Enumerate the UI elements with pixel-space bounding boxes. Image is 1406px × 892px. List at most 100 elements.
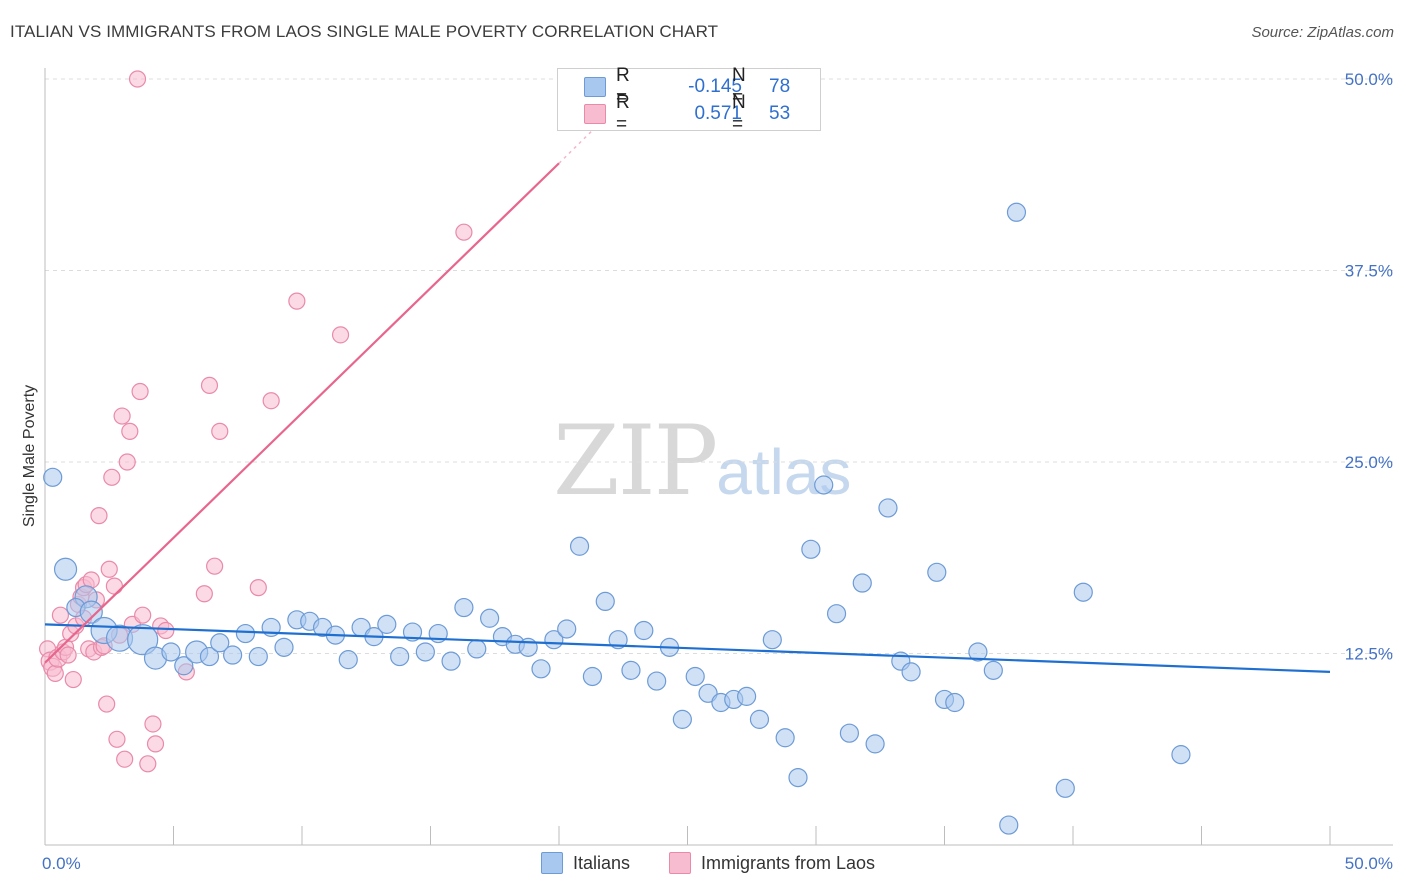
italian-point (865, 734, 885, 754)
italian-point (927, 562, 947, 582)
laos-point (105, 577, 123, 595)
correlation-legend: R = -0.145 N = 78 R = 0.571 N = 53 (557, 65, 821, 135)
legend-r-value: -0.145 (688, 76, 742, 97)
laos-point (211, 422, 229, 440)
italian-point (161, 642, 181, 662)
laos-point (455, 223, 473, 241)
italian-point (199, 646, 220, 667)
italians-label: Italians (573, 852, 631, 873)
italian-point (467, 639, 487, 659)
grid-lines (45, 78, 1393, 654)
italian-point (621, 660, 641, 680)
laos-point (144, 715, 162, 733)
legend-swatch-pink (584, 104, 606, 124)
legend-item-laos[interactable]: Immigrants from Laos (669, 852, 875, 874)
italian-point (441, 651, 461, 671)
laos-point (262, 392, 280, 410)
italian-point (983, 660, 1003, 680)
italian-point (1006, 202, 1027, 222)
italian-point (839, 723, 860, 743)
italian-point (338, 650, 358, 670)
laos-point (200, 376, 219, 394)
italian-point (174, 656, 194, 676)
laos-point (206, 557, 224, 575)
laos-point (90, 507, 108, 525)
tick-labels: 12.5% 25.0% 37.5% 50.0% 0.0% 50.0% (42, 70, 1393, 873)
italian-point (945, 692, 965, 713)
italian-point (878, 498, 898, 518)
italian-point (415, 642, 435, 662)
italian-point (1073, 582, 1093, 602)
laos-point (139, 755, 157, 773)
laos-point (59, 646, 77, 664)
laos-point (146, 735, 165, 753)
italian-point (801, 539, 821, 559)
italian-point (685, 666, 705, 687)
italian-point (248, 646, 268, 667)
italian-point (43, 467, 63, 487)
legend-n-value: 78 (769, 76, 791, 97)
italian-point (402, 622, 423, 642)
laos-trend-extension (558, 112, 611, 164)
legend-n-label: N = (732, 92, 746, 135)
italian-point (390, 646, 410, 667)
italian-point (531, 659, 551, 679)
italian-point (762, 630, 782, 650)
italian-point (999, 815, 1019, 835)
laos-point (331, 326, 350, 344)
legend-n-label: N = (732, 65, 746, 108)
y-axis-label: Single Male Poverty (21, 385, 38, 527)
laos-point (108, 730, 126, 748)
italian-point (814, 475, 834, 495)
italian-point (377, 614, 397, 634)
italian-point (557, 619, 577, 639)
italian-point (569, 536, 590, 556)
italian-point (852, 573, 872, 593)
italian-point (274, 637, 294, 657)
italian-point (901, 662, 921, 682)
laos-swatch (669, 852, 691, 874)
laos-point (121, 422, 139, 440)
italian-point (223, 645, 243, 665)
laos-point (288, 292, 306, 310)
laos-point (157, 621, 175, 640)
trend-lines (44, 112, 1331, 673)
laos-point (118, 453, 136, 471)
legend-item-italians[interactable]: Italians (541, 852, 630, 874)
laos-point (103, 468, 121, 486)
laos-point (195, 585, 213, 603)
laos-point (100, 560, 118, 578)
chart-title: ITALIAN VS IMMIGRANTS FROM LAOS SINGLE M… (10, 22, 719, 41)
legend-swatch-blue (584, 77, 606, 97)
watermark: ZIPatlas (553, 405, 851, 517)
laos-label: Immigrants from Laos (701, 852, 876, 873)
italian-point (737, 686, 757, 706)
y-tick-label: 12.5% (1345, 645, 1393, 664)
y-tick-label: 37.5% (1345, 262, 1393, 281)
laos-point (51, 606, 70, 624)
laos-point (116, 750, 134, 768)
laos-point (131, 382, 149, 401)
italian-point (1055, 778, 1075, 798)
laos-point (128, 70, 147, 88)
laos-point (249, 579, 267, 597)
italian-point (595, 591, 615, 612)
italians-swatch (541, 852, 563, 874)
italian-point (672, 709, 692, 729)
legend-r-label: R = (616, 65, 630, 108)
legend-n-value: 53 (769, 103, 791, 124)
y-tick-label: 25.0% (1345, 453, 1393, 472)
italian-point (788, 767, 808, 788)
italian-point (826, 604, 847, 624)
watermark-zip: ZIP (553, 405, 718, 517)
laos-points (38, 70, 473, 773)
y-tick-label: 50.0% (1345, 70, 1393, 89)
italian-point (454, 597, 474, 618)
laos-point (64, 670, 82, 689)
italian-point (608, 630, 628, 650)
italian-point (210, 633, 230, 653)
x-tick-label: 0.0% (42, 854, 81, 873)
laos-point (98, 695, 116, 713)
italian-point (127, 624, 159, 656)
italian-point (749, 709, 770, 729)
